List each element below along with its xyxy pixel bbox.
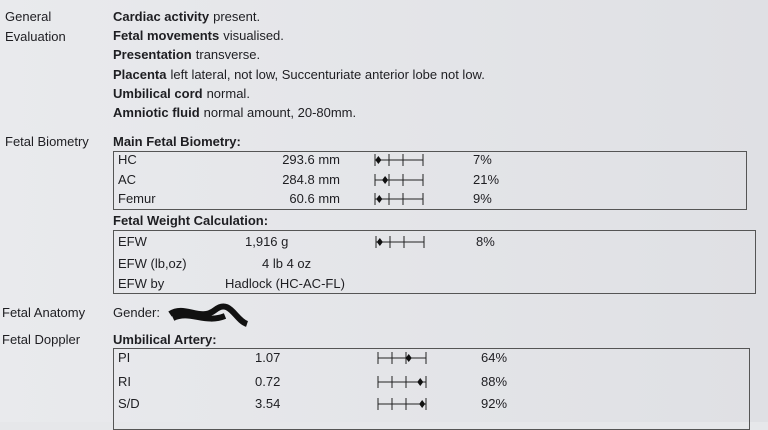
row-value: 0.72 <box>255 374 281 389</box>
biometry-box <box>113 151 747 210</box>
finding-label: Umbilical cord <box>113 85 203 101</box>
row-value: 284.8 mm <box>282 172 340 187</box>
anatomy-label: Gender: <box>113 305 160 320</box>
row-value: 3.54 <box>255 396 281 411</box>
row-name: EFW (lb,oz) <box>118 256 187 271</box>
section-label: General <box>5 9 52 24</box>
percentile-marker <box>419 400 426 408</box>
finding-text: transverse. <box>195 47 261 63</box>
percentile-gauge <box>375 236 425 248</box>
finding-text: normal. <box>206 85 250 101</box>
row-name: RI <box>118 374 131 389</box>
percentile-marker <box>376 195 383 203</box>
row-value: 293.6 mm <box>282 152 340 167</box>
percentile-marker <box>405 354 412 362</box>
finding-text: left lateral, not low, Succenturiate ant… <box>170 66 485 82</box>
percentile-marker <box>375 156 382 164</box>
row-percentile: 7% <box>473 152 492 167</box>
row-value: 1,916 g <box>245 234 289 249</box>
doppler-box <box>113 348 750 430</box>
row-name: AC <box>118 172 137 187</box>
table-title: Fetal Weight Calculation: <box>113 213 269 228</box>
row-value: 4 lb 4 oz <box>262 256 312 271</box>
finding-text: visualised. <box>223 28 284 44</box>
finding-text: normal amount, 20-80mm. <box>203 105 357 120</box>
row-percentile: 88% <box>481 374 508 389</box>
percentile-gauge <box>377 352 427 364</box>
percentile-gauge <box>377 398 427 410</box>
row-percentile: 9% <box>473 191 492 206</box>
row-name: PI <box>118 350 131 365</box>
section-label: Fetal Doppler <box>2 332 81 347</box>
percentile-marker <box>417 378 424 386</box>
section-label: Fetal Biometry <box>5 134 89 149</box>
section-label: Fetal Anatomy <box>2 305 86 320</box>
percentile-gauge <box>374 174 424 186</box>
row-percentile: 8% <box>476 234 495 249</box>
row-value: 60.6 mm <box>289 191 340 206</box>
table-title: Main Fetal Biometry: <box>113 134 241 149</box>
finding-label: Amniotic fluid <box>113 105 200 120</box>
finding-label: Presentation <box>113 47 192 63</box>
weight-box <box>113 230 756 294</box>
percentile-gauge <box>374 154 424 166</box>
finding-text: present. <box>213 9 261 24</box>
percentile-gauge <box>374 193 424 205</box>
row-value: 1.07 <box>255 350 281 365</box>
finding-label: Fetal movements <box>113 28 220 44</box>
redaction <box>168 303 249 327</box>
percentile-marker <box>376 238 383 246</box>
percentile-gauge <box>377 376 427 388</box>
table-title: Umbilical Artery: <box>113 332 217 347</box>
row-name: S/D <box>118 396 140 411</box>
row-name: Femur <box>118 191 156 206</box>
section-label: Evaluation <box>5 29 66 44</box>
percentile-marker <box>382 176 389 184</box>
finding-label: Placenta <box>113 66 167 82</box>
finding-label: Cardiac activity <box>113 9 210 24</box>
row-percentile: 21% <box>473 172 500 187</box>
row-name: HC <box>118 152 137 167</box>
row-name: EFW <box>118 234 147 249</box>
row-name: EFW by <box>118 276 165 291</box>
row-percentile: 92% <box>481 396 508 411</box>
row-value: Hadlock (HC-AC-FL) <box>225 276 345 291</box>
row-percentile: 64% <box>481 350 508 365</box>
